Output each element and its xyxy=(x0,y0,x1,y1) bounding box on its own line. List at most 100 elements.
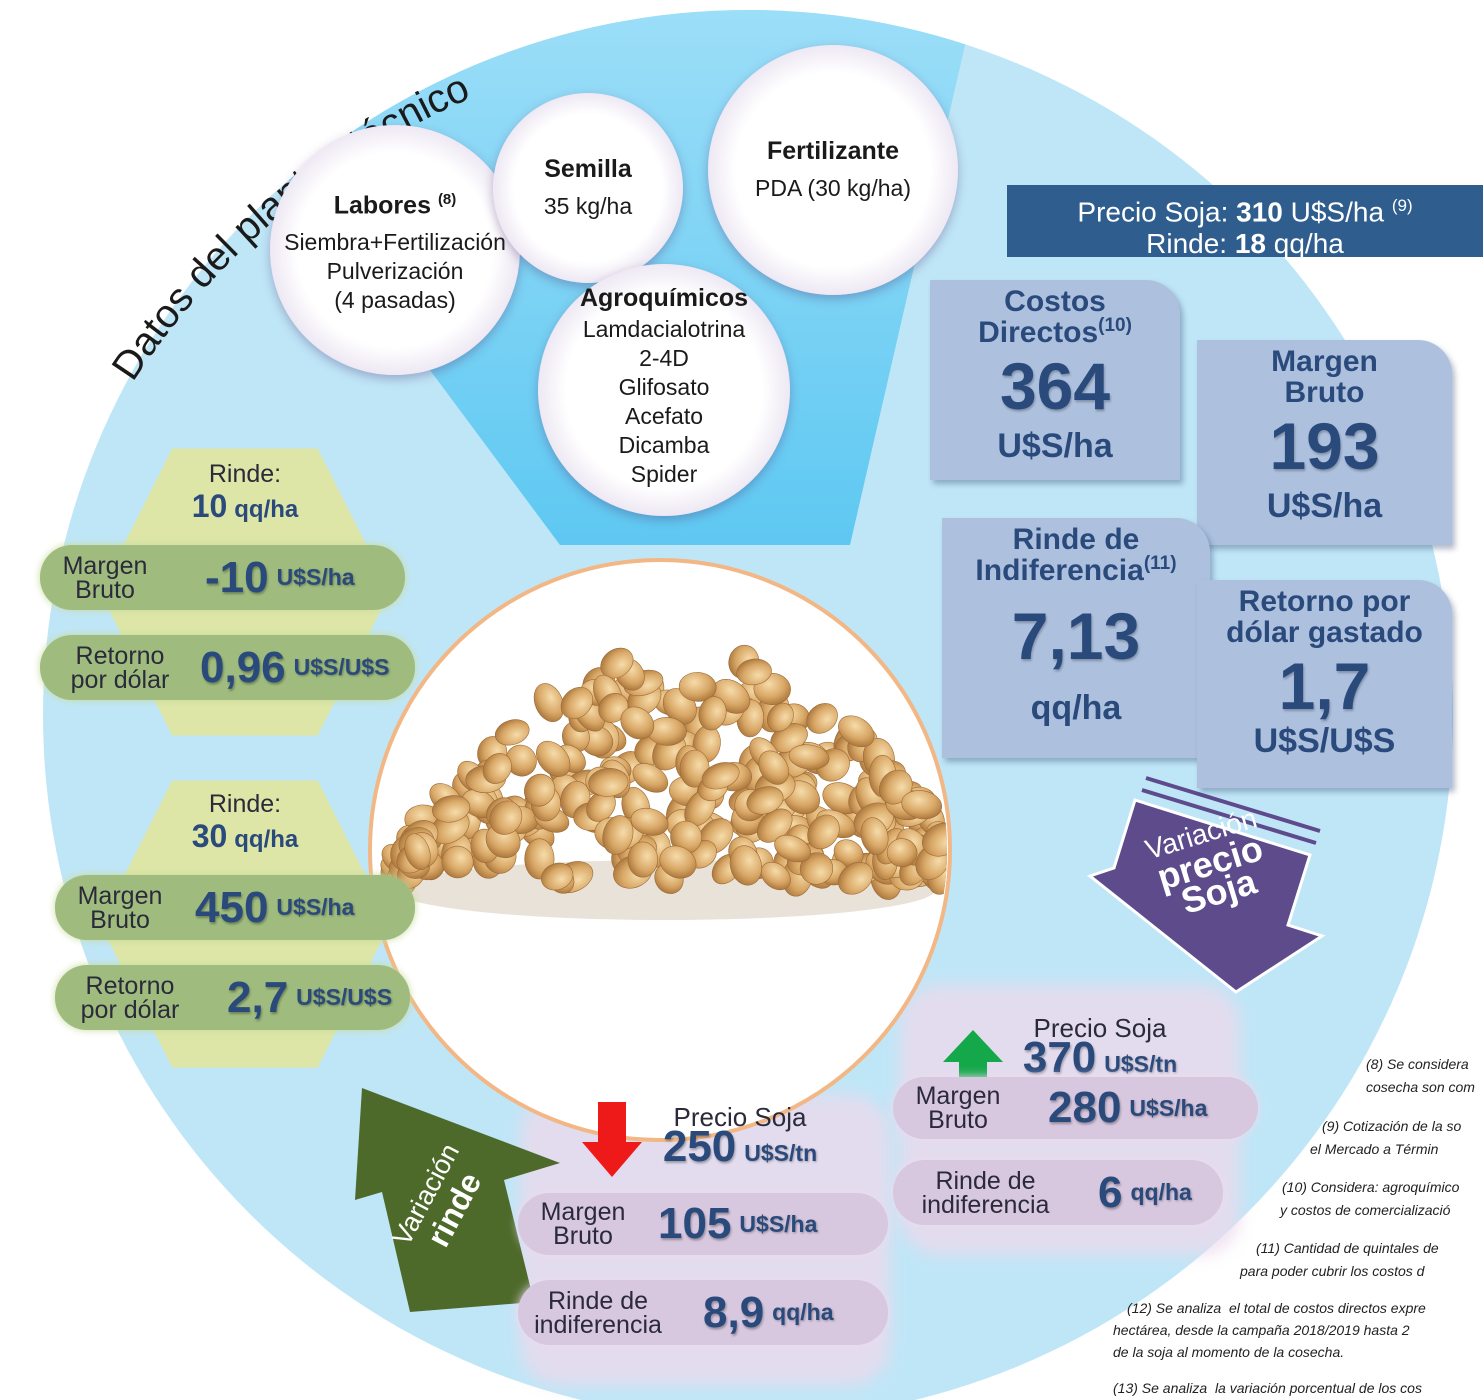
pill: Retorno por dólar 2,7 U$S/U$S xyxy=(55,965,410,1030)
pill-label: indiferencia xyxy=(534,1310,662,1339)
pill-label: Margen xyxy=(915,1082,1001,1110)
soybean xyxy=(799,852,834,885)
bubble-line: Glifosato xyxy=(618,374,710,400)
bubble-line: 2-4D xyxy=(639,345,689,371)
soybean xyxy=(774,834,812,863)
result-box: Margen Bruto 193 U$S/ha xyxy=(1197,340,1452,545)
pill-label: Bruto xyxy=(553,1222,613,1250)
note-ref: (10) xyxy=(1098,315,1132,336)
banner-label: Rinde: xyxy=(1146,228,1228,260)
bubble-line: 35 kg/ha xyxy=(543,193,633,219)
footnote: (10) Considera: agroquímico xyxy=(1282,1179,1460,1195)
result-unit: U$S/ha xyxy=(997,427,1113,465)
rinde-value: 30 xyxy=(191,818,228,854)
pill-label: Retorno xyxy=(75,641,165,670)
banner xyxy=(1007,185,1483,257)
rinde-heading: Rinde: 10 qq/ha xyxy=(95,458,395,526)
soybean xyxy=(736,658,772,686)
pill: Margen Bruto 450 U$S/ha xyxy=(55,875,415,940)
pill-label: Bruto xyxy=(90,905,150,934)
bubble-semilla: Semilla 35 kg/ha xyxy=(493,93,683,283)
footnote: (11) Cantidad de quintales de xyxy=(1256,1240,1439,1256)
yield-arrow xyxy=(355,1088,560,1312)
pill-value: 8,9 xyxy=(703,1287,765,1337)
result-unit: qq/ha xyxy=(1030,689,1122,727)
pill: Margen Bruto 105 U$S/ha xyxy=(518,1193,888,1255)
price-label: Precio Soja xyxy=(1033,1013,1167,1043)
pill-value: -10 xyxy=(205,552,269,602)
soybean xyxy=(838,861,874,895)
soybean xyxy=(806,703,838,734)
soybean xyxy=(630,807,669,836)
soybean xyxy=(482,753,512,784)
footnote: y costos de comercializació xyxy=(1280,1202,1451,1218)
soybean xyxy=(632,763,669,793)
bubble-line: (4 pasadas) xyxy=(334,287,456,314)
result-label: Margen xyxy=(1271,345,1378,378)
price-label: Precio Soja xyxy=(673,1102,807,1132)
result-label: Indiferencia xyxy=(975,554,1144,587)
result-unit: U$S/U$S xyxy=(1253,722,1396,760)
bubble-line: Siembra+Fertilización xyxy=(284,229,506,256)
pill-label: Retorno xyxy=(85,971,175,1000)
pill-value: 6 xyxy=(1098,1167,1123,1217)
bubble-title: Labores xyxy=(333,191,431,220)
soybean xyxy=(729,845,762,886)
soybean xyxy=(766,702,794,732)
result-box: Rinde de Indiferencia(11) 7,13 qq/ha xyxy=(942,518,1210,758)
pill-label: Margen xyxy=(77,881,163,910)
soybean xyxy=(600,647,634,679)
pill-label: Rinde de xyxy=(547,1286,649,1315)
banner-unit: U$S/ha xyxy=(1290,196,1385,228)
soybean xyxy=(536,740,571,777)
price-value: 250 xyxy=(662,1122,737,1171)
up-arrow xyxy=(943,1030,1003,1102)
rinde-unit: qq/ha xyxy=(234,496,299,523)
pill-unit: U$S/ha xyxy=(276,564,355,590)
result-value: 7,13 xyxy=(1011,599,1141,673)
soybean xyxy=(533,683,565,722)
banner-value: 310 xyxy=(1236,196,1283,228)
soybean xyxy=(627,841,659,878)
price-unit: U$S/tn xyxy=(1104,1051,1178,1077)
soybean xyxy=(540,862,574,891)
pill-label: Bruto xyxy=(75,575,135,604)
result-label: Bruto xyxy=(1284,376,1365,409)
soybean xyxy=(701,762,740,790)
soybean xyxy=(860,817,889,855)
bubble-line: Pulverización xyxy=(326,258,464,285)
bubble-line: Lamdacialotrina xyxy=(582,316,746,342)
soybean xyxy=(524,773,556,807)
footnote: (13) Se analiza la variación porcentual … xyxy=(1113,1380,1422,1396)
pill-value: 2,7 xyxy=(227,972,289,1022)
pill-label: Rinde de xyxy=(935,1166,1036,1195)
banner-unit: qq/ha xyxy=(1273,228,1344,260)
soybean xyxy=(758,750,789,785)
footnote: para poder cubrir los costos d xyxy=(1240,1263,1425,1279)
price-unit: U$S/tn xyxy=(744,1140,818,1166)
price-arrow xyxy=(1086,798,1326,994)
pill: Rinde de indiferencia 6 qq/ha xyxy=(893,1160,1223,1225)
soybean xyxy=(659,845,697,879)
bubble-title: Fertilizante xyxy=(767,137,899,165)
soybean xyxy=(678,672,717,702)
result-label: dólar gastado xyxy=(1226,616,1423,649)
pill-value: 450 xyxy=(195,882,269,932)
soybean xyxy=(489,800,523,835)
result-value: 1,7 xyxy=(1278,649,1371,723)
note-ref: (11) xyxy=(1143,553,1177,574)
soybean xyxy=(760,861,791,891)
rinde-unit: qq/ha xyxy=(234,826,299,853)
arrow-stripe xyxy=(1141,788,1317,845)
footnote: (12) Se analiza el total de costos direc… xyxy=(1127,1300,1426,1316)
pill-label: por dólar xyxy=(70,665,170,694)
pill-unit: U$S/ha xyxy=(276,894,355,920)
footnote: el Mercado a Términ xyxy=(1310,1141,1439,1157)
pill-value: 280 xyxy=(1048,1083,1122,1132)
soybean xyxy=(404,833,431,870)
banner-value: 18 xyxy=(1234,228,1266,260)
soybean xyxy=(560,686,594,720)
result-label: Retorno por xyxy=(1238,585,1411,618)
soybean-pile xyxy=(380,644,947,920)
